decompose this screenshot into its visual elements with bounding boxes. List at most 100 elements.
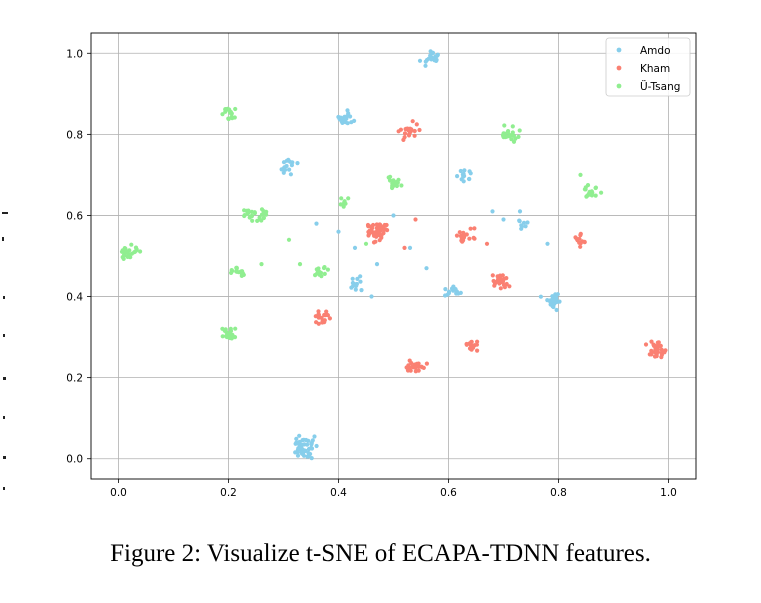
data-point: [445, 292, 450, 297]
data-point: [309, 442, 314, 447]
legend-label: Ü-Tsang: [640, 80, 680, 93]
data-point: [352, 118, 357, 123]
data-point: [350, 276, 355, 281]
data-point: [300, 442, 305, 447]
data-point: [327, 316, 332, 321]
data-point: [656, 340, 661, 345]
data-point: [358, 279, 363, 284]
data-point: [306, 454, 311, 459]
data-point: [517, 209, 523, 214]
data-point: [346, 196, 351, 201]
data-point: [325, 267, 330, 272]
data-point: [134, 247, 139, 252]
data-point: [297, 262, 303, 267]
series-kham: [313, 119, 668, 374]
data-point: [443, 287, 448, 292]
data-point: [370, 226, 375, 231]
data-point: [309, 456, 314, 461]
data-point: [325, 312, 330, 317]
data-point: [293, 450, 298, 455]
data-point: [413, 369, 418, 374]
data-point: [339, 119, 344, 124]
data-point: [316, 321, 321, 326]
data-point: [462, 168, 467, 173]
data-point: [355, 276, 360, 281]
legend-marker: [616, 65, 622, 71]
data-point: [599, 190, 604, 195]
data-point: [492, 281, 498, 286]
data-point: [309, 446, 315, 451]
data-point: [391, 178, 396, 183]
data-point: [322, 320, 327, 325]
data-point: [229, 268, 234, 273]
data-point: [454, 289, 459, 294]
data-point: [557, 299, 562, 304]
axis-ticks: 0.0 0.2 0.4 0.6 0.8 1.0 0.0 0.2 0.4 0.6 0.8 1.0: [66, 48, 677, 499]
data-point: [578, 172, 583, 177]
data-point: [458, 290, 463, 295]
data-point: [509, 137, 514, 142]
data-point: [390, 183, 395, 189]
data-point: [375, 229, 380, 234]
y-tick-label: 0.0: [66, 454, 83, 466]
data-point: [461, 234, 466, 239]
data-point: [582, 239, 587, 244]
data-point: [406, 133, 412, 138]
data-point: [120, 255, 125, 260]
data-point: [371, 240, 377, 245]
x-tick-label: 0.8: [550, 487, 567, 499]
data-point: [366, 229, 371, 235]
data-point: [659, 355, 664, 360]
data-point: [409, 361, 414, 366]
data-point: [578, 244, 583, 249]
data-point: [297, 433, 302, 438]
data-point: [338, 202, 343, 207]
data-point: [224, 107, 230, 112]
data-point: [261, 215, 266, 221]
data-point: [513, 136, 518, 141]
data-point: [336, 229, 341, 234]
data-point: [322, 271, 327, 276]
data-point: [429, 51, 434, 56]
data-point: [369, 294, 374, 299]
data-point: [496, 277, 501, 282]
data-point: [401, 137, 406, 142]
data-point: [587, 192, 593, 197]
data-point: [377, 238, 382, 243]
data-point: [220, 334, 225, 339]
data-point: [126, 252, 131, 257]
data-point: [305, 442, 310, 447]
data-point: [250, 218, 255, 223]
data-point: [383, 227, 388, 232]
data-point: [294, 436, 299, 441]
data-point: [424, 266, 429, 271]
data-point: [242, 208, 247, 213]
x-tick-label: 0.6: [440, 487, 457, 499]
data-point: [502, 123, 507, 128]
data-point: [419, 365, 425, 370]
data-point: [471, 345, 476, 350]
data-point: [538, 294, 544, 299]
data-point: [286, 237, 292, 242]
data-point: [412, 128, 417, 134]
data-point: [226, 116, 231, 122]
data-point: [352, 245, 358, 250]
data-point: [582, 187, 588, 192]
data-point: [263, 211, 268, 216]
data-point: [654, 354, 659, 359]
data-point: [469, 339, 474, 344]
legend-label: Kham: [640, 63, 670, 75]
series-tsang: [119, 106, 604, 341]
data-point: [414, 361, 419, 366]
data-point: [234, 266, 239, 271]
data-point: [299, 446, 304, 451]
data-point: [288, 172, 293, 177]
legend-marker: [616, 83, 622, 89]
data-point: [405, 368, 411, 373]
data-point: [593, 193, 598, 198]
y-tick-label: 0.8: [66, 129, 83, 141]
data-point: [220, 112, 225, 117]
data-point: [510, 124, 515, 129]
data-point: [484, 241, 490, 246]
data-point: [342, 199, 347, 204]
